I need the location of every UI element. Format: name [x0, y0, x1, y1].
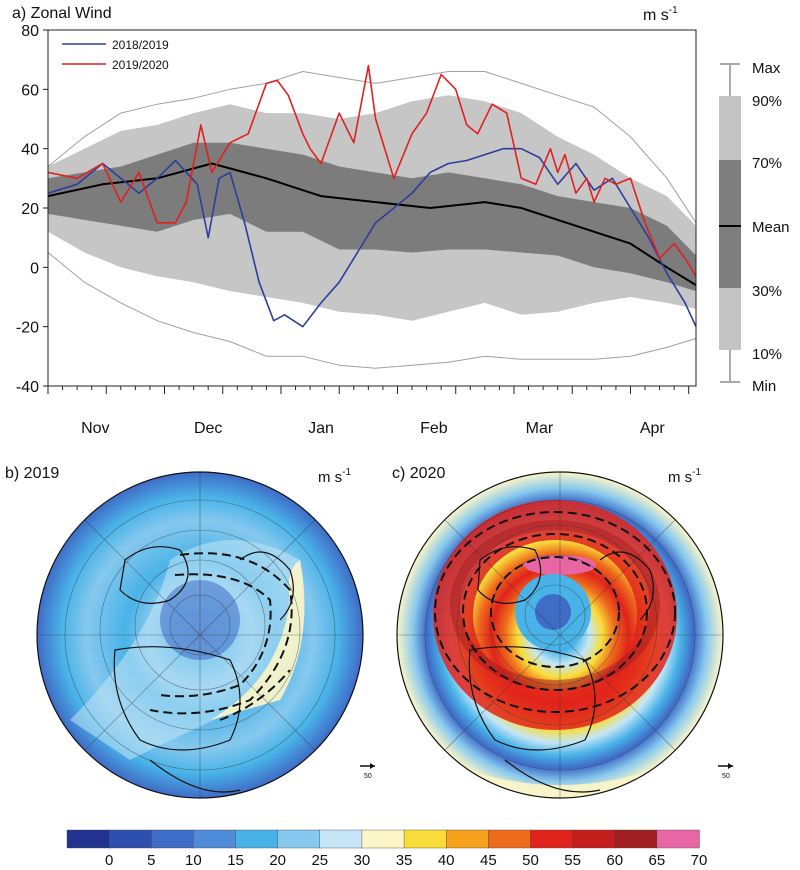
- x-tick-label: Nov: [81, 420, 109, 437]
- y-tick-label: 0: [30, 260, 39, 277]
- min-line: [47, 252, 697, 369]
- colorbar-cells: [66, 829, 700, 849]
- wind-vectors-2020: [434, 511, 676, 713]
- stat-label-30: 30%: [752, 283, 782, 300]
- colorbar-label: 60: [606, 852, 623, 869]
- colorbar-cell: [403, 829, 447, 849]
- ref-vector-head-2019: [370, 763, 375, 769]
- y-tick-label: -40: [16, 379, 39, 396]
- colorbar-cell: [108, 829, 152, 849]
- panel-a-zonal-wind: a) Zonal Wind m s-1 -40 -20 0 20 40 60 80 Nov D…: [12, 5, 790, 437]
- y-axis: -40 -20 0 20 40 60 80: [16, 23, 48, 396]
- panel-b-unit: m s-1: [318, 467, 352, 486]
- stat-label-70: 70%: [752, 155, 782, 172]
- colorbar-cell: [361, 829, 405, 849]
- panel-c-2020-map: c) 2020 m s-1: [392, 465, 733, 799]
- mean-line: [47, 162, 697, 286]
- x-tick-label: Feb: [420, 420, 448, 437]
- wind-vectors-2019: [149, 552, 293, 721]
- stat-label-90: 90%: [752, 93, 782, 110]
- x-tick-label: Mar: [526, 420, 554, 437]
- panel-a-unit: m s-1: [643, 5, 678, 24]
- y-tick-label: 80: [21, 23, 39, 40]
- y-tick-label: -20: [16, 320, 39, 337]
- globe-2019-overlay: [37, 472, 363, 798]
- x-tick-label: Dec: [194, 420, 222, 437]
- colorbar-label: 0: [105, 852, 113, 869]
- panel-b-title: b) 2019: [5, 465, 59, 482]
- colorbar-label: 15: [227, 852, 244, 869]
- colorbar-label: 45: [480, 852, 497, 869]
- ref-vector-label-2020: 50: [722, 773, 730, 780]
- ref-vector-label-2019: 50: [364, 773, 372, 780]
- series-legend: 2018/2019 2019/2020: [62, 38, 169, 72]
- series-line-2019-2020: [47, 64, 697, 277]
- colorbar-labels: 0 5 10 15 20 25 30 35 40 45 50 55 60 65 70: [105, 852, 707, 869]
- colorbar-cell: [66, 829, 110, 849]
- panel-c-unit: m s-1: [668, 467, 702, 486]
- colorbar-label: 65: [649, 852, 666, 869]
- stat-label-min: Min: [752, 378, 776, 395]
- min-max-lines: [47, 71, 697, 369]
- colorbar-cell: [319, 829, 363, 849]
- colorbar-label: 20: [269, 852, 286, 869]
- colorbar-label: 55: [564, 852, 581, 869]
- y-tick-label: 20: [21, 201, 39, 218]
- colorbar-label: 35: [396, 852, 413, 869]
- colorbar-cell: [277, 829, 321, 849]
- graticule-2020: [397, 472, 723, 798]
- colorbar-cell: [488, 829, 532, 849]
- x-tick-label: Jan: [308, 420, 334, 437]
- colorbar-label: 25: [311, 852, 328, 869]
- colorbar-cell: [572, 829, 616, 849]
- colorbar-label: 50: [522, 852, 539, 869]
- colorbar: 0 5 10 15 20 25 30 35 40 45 50 55 60 65 70: [66, 829, 707, 869]
- series-lines: [47, 64, 697, 328]
- x-axis: Nov Dec Jan Feb Mar Apr: [47, 386, 690, 437]
- colorbar-label: 5: [147, 852, 155, 869]
- stat-legend-30-70-box: [719, 160, 741, 288]
- colorbar-label: 30: [354, 852, 371, 869]
- colorbar-label: 40: [438, 852, 455, 869]
- colorbar-cell: [614, 829, 658, 849]
- colorbar-cell: [235, 829, 279, 849]
- max-line: [47, 71, 697, 224]
- colorbar-label: 70: [691, 852, 708, 869]
- colorbar-cell: [446, 829, 490, 849]
- percentile-bands: [48, 95, 696, 321]
- colorbar-cell: [530, 829, 574, 849]
- ref-vector-head-2020: [728, 763, 733, 769]
- panel-c-title: c) 2020: [392, 465, 445, 482]
- y-tick-label: 40: [21, 142, 39, 159]
- stat-legend: Max 90% 70% Mean 30% 10% Min: [719, 60, 790, 395]
- legend-label-2018-2019: 2018/2019: [112, 38, 169, 52]
- stat-label-mean: Mean: [752, 219, 790, 236]
- stat-label-max: Max: [752, 60, 781, 77]
- stat-label-10: 10%: [752, 346, 782, 363]
- colorbar-cell: [151, 829, 195, 849]
- colorbar-label: 10: [185, 852, 202, 869]
- panel-b-2019-map: b) 2019 m s-1: [5, 465, 375, 799]
- colorbar-cell: [656, 829, 700, 849]
- x-tick-label: Apr: [640, 420, 666, 437]
- globe-2019-rim: [36, 471, 364, 799]
- coastlines-2019: [113, 546, 294, 793]
- colorbar-cell: [193, 829, 237, 849]
- polar-cap-2020: [535, 594, 571, 630]
- globe-2020-rim: [396, 471, 724, 799]
- band-30-70: [48, 142, 696, 292]
- panel-a-title: a) Zonal Wind: [12, 5, 112, 22]
- legend-label-2019-2020: 2019/2020: [112, 58, 169, 72]
- y-tick-label: 60: [21, 82, 39, 99]
